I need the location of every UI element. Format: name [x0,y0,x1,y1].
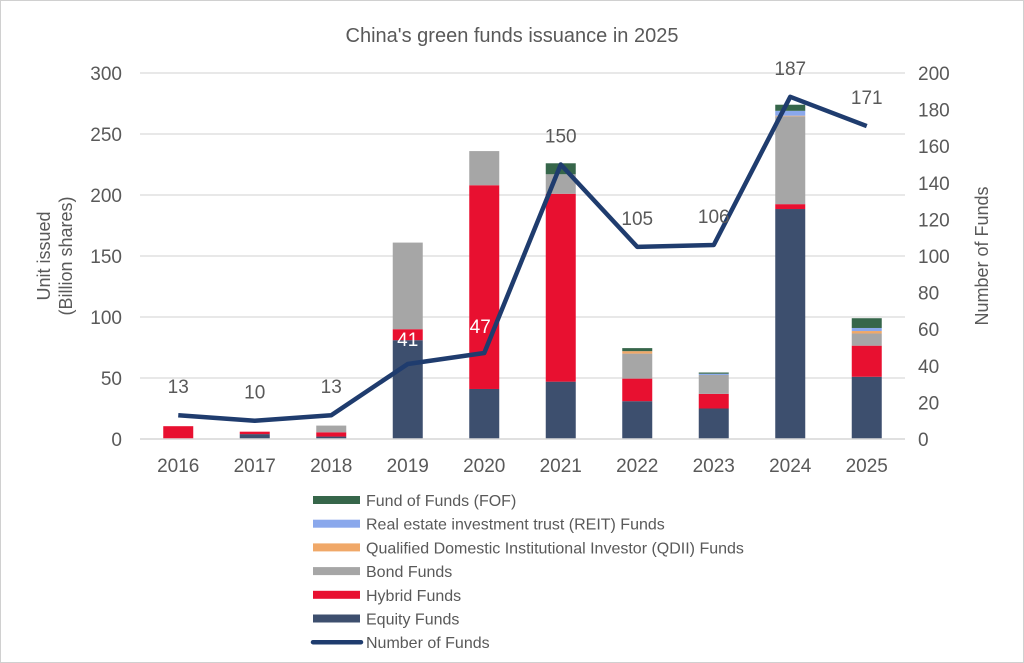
bar-segment-equity-funds-2020 [469,388,500,439]
y-tick-label: 0 [111,430,122,451]
legend-hybrid-funds-swatch [313,590,360,599]
data-label-number-of-funds: 13 [168,377,189,398]
data-label-number-of-funds: 13 [321,377,342,398]
x-tick-label: 2022 [616,456,658,477]
x-tick-label: 2021 [540,456,582,477]
x-tick-label: 2025 [846,456,888,477]
bar-segment-bond-funds-2023 [698,374,729,394]
legend-equity-funds-label: Equity Funds [366,612,459,629]
bar-segment-bond-funds-2019 [392,242,423,330]
bar-segment-bond-funds-2022 [622,353,653,379]
bar-segment-fund-of-funds-fof-2025 [851,318,882,328]
legend-bond-funds-swatch [313,567,360,576]
x-tick-label: 2024 [769,456,812,477]
x-tick-label: 2017 [234,456,276,477]
legend-qualified-domestic-institutional-investor-qdii-funds-swatch [313,543,360,552]
bar-segment-equity-funds-2024 [775,209,806,439]
bar-segment-real-estate-investment-trust-reit-funds-2023 [698,373,729,375]
y2-tick-label: 40 [918,357,939,378]
bar-segment-equity-funds-2017 [239,434,270,439]
bar-segment-equity-funds-2025 [851,376,882,439]
y-tick-label: 50 [101,369,122,390]
bar-segment-real-estate-investment-trust-reit-funds-2025 [851,327,882,332]
chart-title: China's green funds issuance in 2025 [346,25,679,47]
x-tick-label: 2020 [463,456,505,477]
y-tick-label: 150 [90,247,122,268]
y2-tick-label: 80 [918,284,939,305]
bar-segment-hybrid-funds-2020 [469,185,500,389]
legend-fund-of-funds-fof-label: Fund of Funds (FOF) [366,493,516,510]
legend-hybrid-funds-label: Hybrid Funds [366,588,461,605]
bar-segment-hybrid-funds-2016 [163,426,194,439]
bar-segment-bond-funds-2025 [851,333,882,346]
bar-segment-equity-funds-2018 [316,436,347,439]
legend-bond-funds-label: Bond Funds [366,564,452,581]
data-label-number-of-funds: 47 [470,317,491,338]
x-tick-label: 2019 [387,456,429,477]
bar-segment-fund-of-funds-fof-2024 [775,104,806,111]
bar-segment-equity-funds-2023 [698,408,729,439]
y-tick-label: 250 [90,125,122,146]
bar-segment-qualified-domestic-institutional-investor-qdii-funds-2024 [775,115,806,117]
legend-real-estate-investment-trust-reit-funds-label: Real estate investment trust (REIT) Fund… [366,517,665,534]
y2-axis-label: Number of Funds [972,186,992,325]
bar-segment-hybrid-funds-2025 [851,345,882,377]
bar-segment-bond-funds-2018 [316,425,347,433]
y-tick-label: 100 [90,308,122,329]
bar-segment-hybrid-funds-2024 [775,204,806,210]
bar-segment-real-estate-investment-trust-reit-funds-2024 [775,110,806,116]
legend-qualified-domestic-institutional-investor-qdii-funds-label: Qualified Domestic Institutional Investo… [366,540,744,557]
bar-segment-equity-funds-2021 [545,381,576,439]
y2-tick-label: 0 [918,430,929,451]
y2-tick-label: 20 [918,393,939,414]
legend-real-estate-investment-trust-reit-funds-swatch [313,519,360,528]
legend-number-of-funds-label: Number of Funds [366,635,490,652]
y2-tick-label: 60 [918,320,939,341]
y2-tick-label: 100 [918,247,950,268]
legend-fund-of-funds-fof-swatch [313,496,360,504]
bar-segment-fund-of-funds-fof-2022 [622,348,653,352]
x-tick-label: 2018 [310,456,352,477]
bar-segment-equity-funds-2019 [392,340,423,439]
bar-segment-qualified-domestic-institutional-investor-qdii-funds-2025 [851,331,882,334]
y-axis-label: (Billion shares) [56,196,76,315]
bar-segment-bond-funds-2024 [775,116,806,205]
bar-segment-hybrid-funds-2021 [545,193,576,382]
y-axis-label: Unit issued [34,211,54,300]
y-tick-label: 200 [90,186,122,207]
y2-tick-label: 160 [918,137,950,158]
number-of-funds-line [178,94,868,423]
data-label-number-of-funds: 10 [244,383,265,404]
y2-tick-label: 120 [918,210,950,231]
y-tick-label: 300 [90,64,122,85]
x-tick-label: 2016 [157,456,199,477]
data-label-number-of-funds: 41 [397,330,418,351]
data-label-number-of-funds: 106 [698,207,730,228]
bar-segment-qualified-domestic-institutional-investor-qdii-funds-2022 [622,351,653,354]
data-label-number-of-funds: 187 [774,59,806,80]
y2-tick-label: 180 [918,101,950,122]
data-label-number-of-funds: 171 [851,88,883,109]
bar-segment-hybrid-funds-2019 [392,329,423,341]
y2-tick-label: 200 [918,64,950,85]
bar-segment-fund-of-funds-fof-2023 [698,372,729,374]
legend-equity-funds-swatch [313,614,360,623]
bar-segment-bond-funds-2020 [469,151,500,186]
bar-segment-hybrid-funds-2017 [239,431,270,435]
x-tick-label: 2023 [693,456,735,477]
y2-tick-label: 140 [918,174,950,195]
data-label-number-of-funds: 105 [621,209,653,230]
bar-segment-hybrid-funds-2018 [316,432,347,437]
bar-segment-hybrid-funds-2022 [622,378,653,402]
data-label-number-of-funds: 150 [545,127,577,148]
bar-segment-equity-funds-2022 [622,401,653,439]
bar-segment-hybrid-funds-2023 [698,393,729,409]
